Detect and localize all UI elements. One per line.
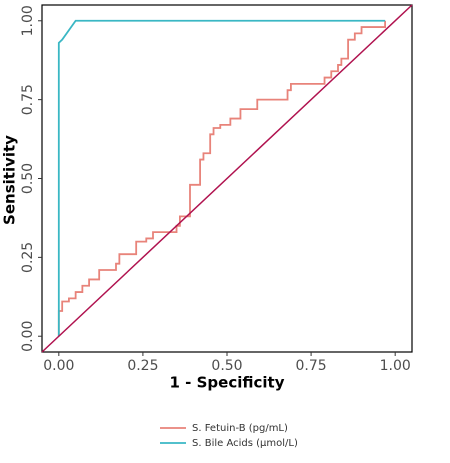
y-tick-label: 0.00: [20, 321, 36, 352]
legend-label: S. Bile Acids (μmol/L): [192, 438, 298, 449]
roc-line: [57, 20, 386, 337]
x-tick-label: 0.25: [127, 358, 158, 374]
legend-label: S. Fetuin-B (pg/mL): [192, 423, 288, 434]
y-tick-label: 0.75: [20, 84, 36, 115]
y-tick-label: 0.25: [20, 242, 36, 273]
y-tick-label: 1.00: [20, 5, 36, 36]
x-tick-label: 0.00: [43, 358, 74, 374]
roc-line: [57, 19, 386, 337]
reference-line: [41, 4, 413, 353]
y-axis-label: Sensitivity: [1, 135, 19, 225]
x-tick-label: 1.00: [380, 358, 411, 374]
x-tick-label: 0.75: [296, 358, 327, 374]
x-axis-label: 1 - Specificity: [170, 374, 285, 392]
y-tick-label: 0.50: [20, 163, 36, 194]
x-tick-label: 0.50: [211, 358, 242, 374]
